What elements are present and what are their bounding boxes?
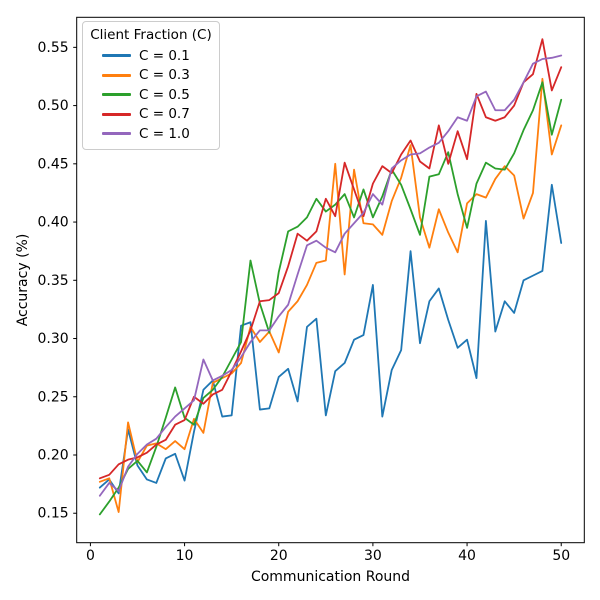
legend-line-swatch	[102, 132, 131, 136]
x-tick-label: 20	[270, 548, 288, 564]
legend-line-swatch	[102, 73, 131, 77]
y-axis-label: Accuracy (%)	[15, 234, 31, 327]
y-tick-label: 0.50	[38, 98, 69, 114]
y-tick-label: 0.30	[38, 331, 69, 347]
y-tick-label: 0.45	[38, 156, 69, 172]
series-line-C=0.3	[98, 77, 563, 513]
legend-entry: C = 0.3	[90, 66, 212, 86]
legend-entry-label: C = 0.1	[139, 47, 190, 64]
legend-entry: C = 0.7	[90, 105, 212, 125]
y-tick-label: 0.25	[38, 389, 69, 405]
y-tick-label: 0.15	[38, 506, 69, 522]
legend-line-swatch	[102, 54, 131, 58]
y-tick-label: 0.35	[38, 273, 69, 289]
x-tick-label: 50	[552, 548, 570, 564]
x-tick-label: 10	[176, 548, 194, 564]
legend-entry-label: C = 1.0	[139, 125, 190, 142]
x-tick-label: 30	[364, 548, 382, 564]
series-line-C=1.0	[98, 54, 563, 497]
x-tick-label: 0	[86, 548, 95, 564]
legend-entry-label: C = 0.7	[139, 106, 190, 123]
x-axis-label: Communication Round	[251, 569, 410, 585]
y-tick-label: 0.40	[38, 215, 69, 231]
legend-entry-label: C = 0.5	[139, 86, 190, 103]
series-line-C=0.1	[98, 183, 563, 495]
legend: Client Fraction (C) C = 0.1 C = 0.3 C = 0.…	[82, 21, 220, 150]
legend-title: Client Fraction (C)	[90, 27, 212, 43]
x-tick-label: 40	[458, 548, 476, 564]
y-tick-label: 0.55	[38, 40, 69, 56]
legend-entry: C = 0.1	[90, 46, 212, 66]
legend-entry: C = 0.5	[90, 85, 212, 105]
series-line-C=0.7	[98, 38, 563, 480]
y-tick-label: 0.20	[38, 447, 69, 463]
legend-entry-label: C = 0.3	[139, 67, 190, 84]
legend-line-swatch	[102, 93, 131, 97]
legend-line-swatch	[102, 112, 131, 116]
legend-entry: C = 1.0	[90, 124, 212, 144]
